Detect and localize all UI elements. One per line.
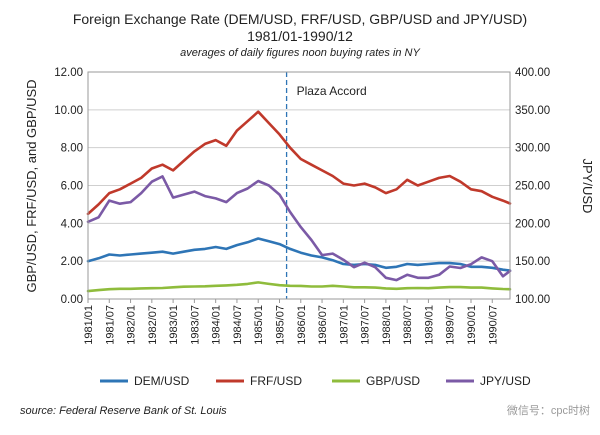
y-tick-label: 2.00	[61, 256, 83, 268]
legend-label-gbp-usd: GBP/USD	[366, 374, 420, 388]
x-tick-label: 1990/07	[487, 305, 499, 345]
y-tick-label: 12.00	[54, 67, 83, 79]
plaza-accord-label: Plaza Accord	[297, 84, 367, 98]
series-line-gbp-usd	[86, 281, 512, 293]
y-tick-label: 10.00	[54, 105, 83, 117]
x-tick-label: 1982/01	[126, 305, 138, 345]
y2-tick-label: 350.00	[515, 105, 550, 117]
x-tick-label: 1989/01	[423, 305, 435, 345]
x-tick-label: 1987/01	[338, 305, 350, 345]
y2-axis-label: JPY/USD	[580, 159, 595, 214]
y-tick-label: 8.00	[61, 143, 83, 155]
x-tick-label: 1984/07	[232, 305, 244, 345]
y-axis-label: GBP/USD, FRF/USD, and GBP/USD	[24, 79, 39, 292]
x-tick-label: 1987/07	[360, 305, 372, 345]
legend-label-frf-usd: FRF/USD	[250, 374, 302, 388]
x-tick-label: 1988/07	[402, 305, 414, 345]
x-tick-label: 1983/07	[189, 305, 201, 345]
series-line-frf-usd	[86, 110, 512, 216]
y-tick-label: 4.00	[61, 218, 83, 230]
x-tick-label: 1983/01	[168, 305, 180, 345]
watermark: 微信号：cpc时树	[507, 403, 590, 417]
x-tick-label: 1982/07	[147, 305, 159, 345]
plot-area-border	[87, 71, 511, 300]
x-tick-label: 1986/01	[296, 305, 308, 345]
y2-tick-label: 400.00	[515, 67, 550, 79]
legend-label-jpy-usd: JPY/USD	[480, 374, 531, 388]
chart-title-dates: 1981/01-1990/12	[247, 28, 353, 44]
x-tick-label: 1984/01	[211, 305, 223, 345]
x-tick-label: 1985/07	[274, 305, 286, 345]
y-tick-label: 0.00	[61, 294, 83, 306]
x-tick-label: 1981/07	[104, 305, 116, 345]
y2-tick-label: 200.00	[515, 218, 550, 230]
y2-tick-label: 250.00	[515, 181, 550, 193]
x-tick-label: 1985/01	[253, 305, 265, 345]
y2-tick-label: 100.00	[515, 294, 550, 306]
source-note: source: Federal Reserve Bank of St. Loui…	[20, 405, 227, 417]
series-line-dem-usd	[86, 237, 512, 272]
chart-title: Foreign Exchange Rate (DEM/USD, FRF/USD,…	[73, 11, 527, 27]
y2-tick-label: 150.00	[515, 256, 550, 268]
x-tick-label: 1989/07	[445, 305, 457, 345]
chart-subtitle: averages of daily figures noon buying ra…	[180, 47, 420, 59]
x-tick-label: 1988/01	[381, 305, 393, 345]
y-tick-label: 6.00	[61, 181, 83, 193]
legend-label-dem-usd: DEM/USD	[134, 374, 190, 388]
x-tick-label: 1990/01	[466, 305, 478, 345]
series-line-jpy-usd	[86, 175, 512, 282]
x-tick-label: 1981/01	[83, 305, 95, 345]
x-tick-label: 1986/07	[317, 305, 329, 345]
y2-tick-label: 300.00	[515, 143, 550, 155]
